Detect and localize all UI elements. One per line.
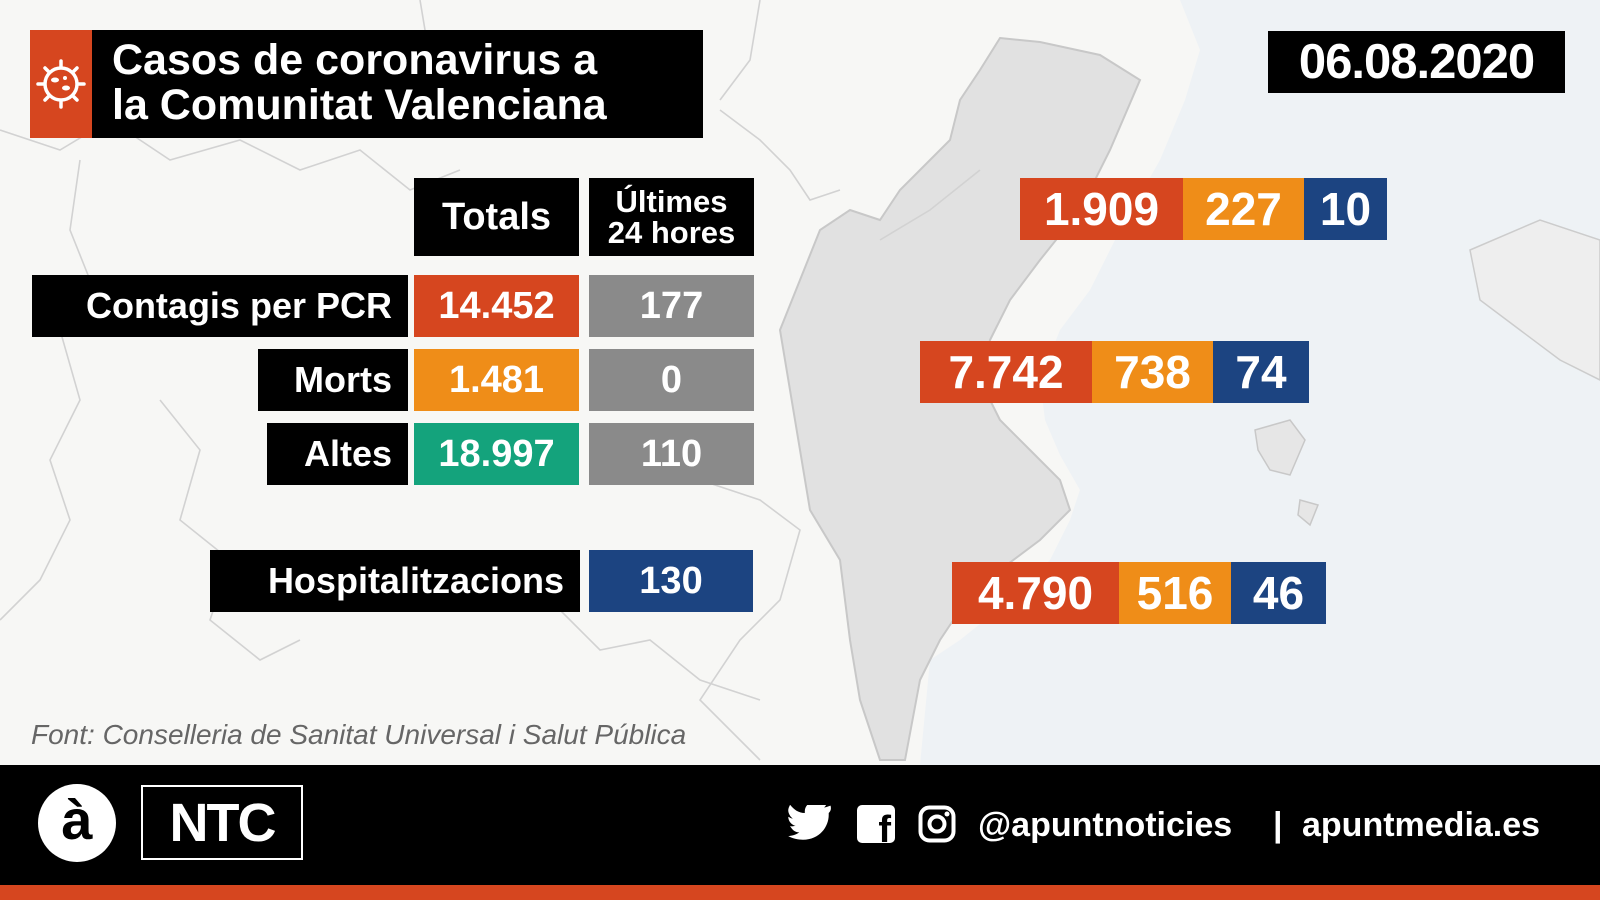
title-block: Casos de coronavirus a la Comunitat Vale… [30, 30, 703, 138]
apunt-logo: à [38, 784, 116, 862]
date-badge: 06.08.2020 [1268, 31, 1565, 93]
formentera-island [1297, 499, 1320, 527]
title-line-1: Casos de coronavirus a [112, 36, 598, 84]
header-totals-label: Totals [441, 195, 552, 238]
social-handle[interactable]: @apuntnoticies [978, 806, 1233, 844]
row-total-morts: 1.481 [414, 349, 579, 411]
valencia-hosp: 74 [1213, 341, 1309, 403]
header-last-line-2: 24 hores [607, 215, 736, 250]
header-totals: Totals [414, 178, 579, 256]
valencia-deaths: 738 [1092, 341, 1213, 403]
page-title: Casos de coronavirus a la Comunitat Vale… [112, 38, 607, 128]
mallorca-island [1469, 219, 1600, 381]
header-last-line-1: Últimes [615, 184, 728, 219]
hospitalitzacions-label: Hospitalitzacions [210, 550, 580, 612]
virus-icon [30, 30, 92, 138]
bottom-stripe [0, 885, 1600, 900]
facebook-icon[interactable]: f [857, 805, 895, 843]
castello-total: 1.909 [1020, 178, 1183, 240]
ntc-logo-text: NTC [169, 792, 277, 853]
ibiza-island [1254, 419, 1306, 476]
title-line-2: la Comunitat Valenciana [112, 81, 607, 129]
row-label-morts: Morts [258, 349, 408, 411]
row-total-contagis: 14.452 [414, 275, 579, 337]
twitter-icon[interactable] [788, 805, 832, 841]
valencia-total: 7.742 [920, 341, 1092, 403]
row-last-contagis: 177 [589, 275, 754, 337]
row-last-altes: 110 [589, 423, 754, 485]
castello-hosp: 10 [1304, 178, 1387, 240]
source-note: Font: Conselleria de Sanitat Universal i… [31, 719, 687, 750]
footer-bar: à NTC f @apuntnoticies | apuntmedia.es [0, 765, 1600, 885]
instagram-icon[interactable] [918, 805, 956, 843]
alacant-total: 4.790 [952, 562, 1119, 624]
header-last-24h: Últimes 24 hores [589, 178, 754, 256]
ntc-logo: NTC [141, 785, 303, 860]
footer-separator: | [1273, 806, 1283, 844]
row-label-altes: Altes [267, 423, 408, 485]
alacant-deaths: 516 [1119, 562, 1231, 624]
website-link[interactable]: apuntmedia.es [1302, 806, 1541, 844]
row-last-morts: 0 [589, 349, 754, 411]
row-label-contagis: Contagis per PCR [32, 275, 408, 337]
apunt-logo-letter: à [61, 788, 93, 851]
castello-deaths: 227 [1183, 178, 1304, 240]
row-total-altes: 18.997 [414, 423, 579, 485]
alacant-hosp: 46 [1231, 562, 1326, 624]
hospitalitzacions-value: 130 [589, 550, 753, 612]
